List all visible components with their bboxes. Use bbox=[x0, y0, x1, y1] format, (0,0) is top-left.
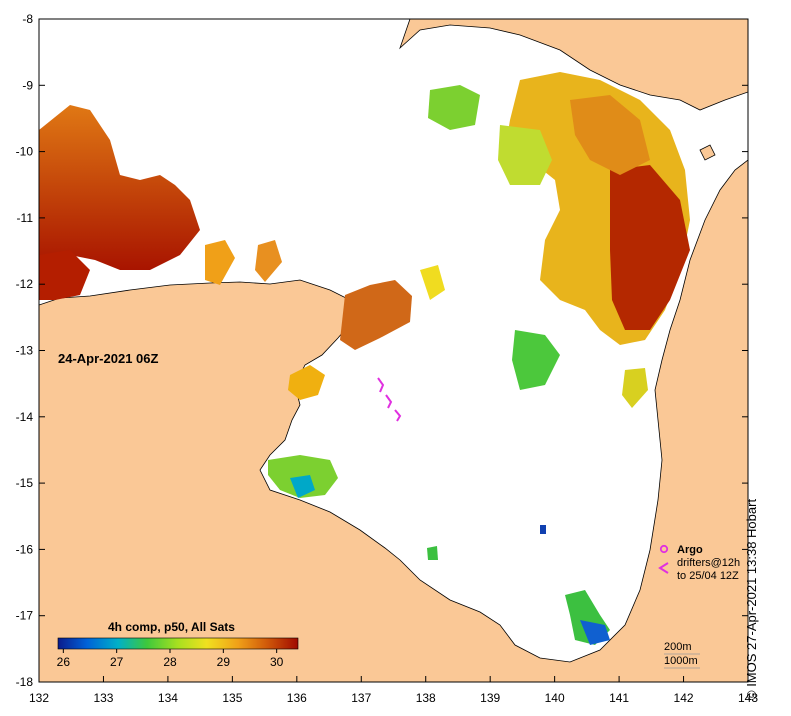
colorbar-gradient bbox=[57, 637, 299, 650]
y-tick-label: -16 bbox=[16, 542, 34, 556]
colorbar: 4h comp, p50, All Sats 26 27 28 29 30 bbox=[57, 620, 299, 669]
y-tick-label: -8 bbox=[22, 12, 33, 26]
colorbar-tick-label: 28 bbox=[163, 655, 177, 669]
y-tick-label: -11 bbox=[17, 211, 34, 225]
x-tick-label: 138 bbox=[416, 691, 436, 705]
drifters-label-line2: to 25/04 12Z bbox=[677, 570, 739, 582]
argo-icon bbox=[659, 544, 669, 554]
y-axis: -8 -9 -10 -11 -12 -13 -14 -15 -16 -17 -18 bbox=[16, 12, 748, 689]
colorbar-tick-label: 26 bbox=[57, 655, 71, 669]
y-tick-label: -9 bbox=[22, 78, 33, 92]
y-tick-label: -10 bbox=[16, 145, 34, 159]
legend: Argo drifters@12h to 25/04 12Z 200m 1000… bbox=[658, 544, 740, 669]
y-tick-label: -12 bbox=[16, 277, 34, 291]
colorbar-tick-label: 27 bbox=[110, 655, 124, 669]
colorbar-tick-label: 29 bbox=[217, 655, 231, 669]
x-tick-label: 133 bbox=[93, 691, 113, 705]
x-axis: 132 133 134 135 136 137 138 139 140 141 142 143 bbox=[29, 676, 758, 705]
drifter-tracks bbox=[377, 377, 402, 422]
y-tick-label: -18 bbox=[16, 675, 34, 689]
x-tick-label: 140 bbox=[545, 691, 565, 705]
x-tick-label: 134 bbox=[158, 691, 178, 705]
y-tick-label: -13 bbox=[16, 344, 34, 358]
date-label: 24-Apr-2021 06Z bbox=[58, 351, 158, 366]
drifter-icon bbox=[658, 562, 669, 574]
x-tick-label: 139 bbox=[480, 691, 500, 705]
x-tick-label: 141 bbox=[609, 691, 629, 705]
land bbox=[39, 19, 748, 682]
x-tick-label: 142 bbox=[674, 691, 694, 705]
y-tick-label: -15 bbox=[16, 476, 34, 490]
colorbar-title: 4h comp, p50, All Sats bbox=[108, 620, 235, 634]
argo-label: Argo bbox=[677, 544, 703, 556]
drifters-label-line1: drifters@12h bbox=[677, 557, 740, 569]
x-tick-label: 143 bbox=[738, 691, 758, 705]
x-tick-label: 132 bbox=[29, 691, 49, 705]
x-tick-label: 135 bbox=[222, 691, 242, 705]
contour-1000-label: 1000m bbox=[664, 655, 698, 667]
imos-credit: © IMOS 27-Apr-2021 13:38 Hobart bbox=[744, 498, 759, 700]
y-tick-label: -17 bbox=[16, 609, 34, 623]
colorbar-tick-label: 30 bbox=[270, 655, 284, 669]
x-tick-label: 136 bbox=[287, 691, 307, 705]
contour-200-label: 200m bbox=[664, 641, 692, 653]
sst-field bbox=[39, 72, 690, 645]
y-tick-label: -14 bbox=[16, 410, 34, 424]
x-tick-label: 137 bbox=[351, 691, 371, 705]
